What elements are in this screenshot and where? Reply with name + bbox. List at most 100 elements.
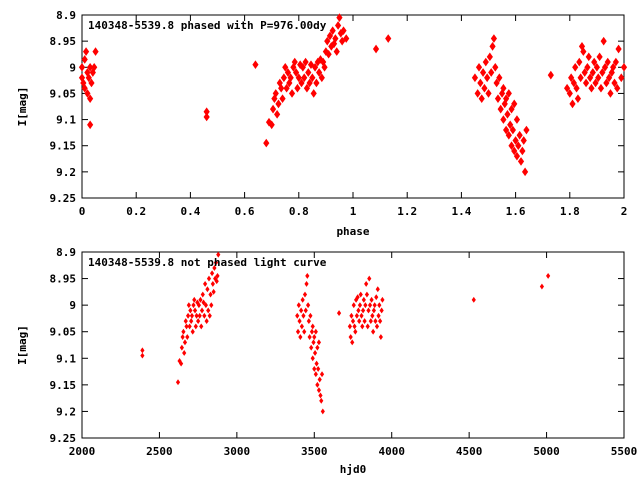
data-point [311,62,319,72]
data-point [192,296,197,303]
data-point [302,57,309,67]
data-point [335,21,342,30]
x-tick-label: 4000 [378,445,405,458]
data-point [275,99,282,109]
data-point [517,157,525,166]
data-point [319,397,324,404]
data-point [364,280,369,287]
data-point [503,125,510,135]
data-point [185,334,190,340]
data-point [488,68,495,77]
data-point [611,78,618,88]
data-point [274,110,281,119]
data-point [380,296,385,303]
y-tick-label: 9 [69,61,76,74]
data-point [252,60,259,69]
data-point [368,318,373,325]
data-point [203,280,208,287]
data-point [85,73,92,83]
data-point [308,312,313,319]
data-point [350,339,355,346]
data-point [305,272,310,279]
data-point [315,381,320,388]
data-point [378,318,383,325]
data-point [521,167,529,177]
data-point [297,318,302,325]
data-point [291,57,298,67]
data-point [211,288,216,295]
data-point [78,62,86,72]
data-point [523,125,530,135]
data-point [329,26,336,36]
data-point [300,296,305,303]
data-point [81,55,88,64]
data-point [606,73,613,83]
data-point [494,94,502,103]
data-point [513,151,521,161]
data-point [193,323,198,330]
x-tick-label: 5000 [533,445,560,458]
data-point [299,323,304,330]
data-point [485,89,492,98]
data-point [359,312,364,319]
unphased-chart-title: 140348-5539.8 not phased light curve [88,256,327,269]
data-point [339,36,346,46]
data-point [349,312,354,319]
data-point [81,83,88,93]
data-point [497,104,504,114]
data-point [280,73,287,83]
data-point [516,130,523,140]
data-point [372,302,377,309]
data-point [566,89,573,98]
data-point [376,312,381,319]
data-point [592,78,599,88]
data-point [336,310,342,317]
data-point [312,365,317,372]
data-point [179,344,184,351]
data-point [292,68,300,77]
y-tick-label: 9.15 [50,140,77,153]
x-tick-label: 2000 [69,445,96,458]
data-point [481,83,488,93]
data-point [508,104,515,114]
phased-chart-title: 140348-5539.8 phased with P=976.00dy [88,19,327,32]
phased-panel: 8.9 8.95 9 9.05 9.1 9.15 9.2 9.25 0 0.2 0.4 0.6 0.8… [16,9,627,238]
data-point [478,94,485,103]
data-point [348,334,353,340]
data-point [197,312,202,319]
data-point [314,360,319,367]
data-point [596,52,603,62]
y-tick-label: 8.95 [50,35,77,48]
x-tick-label: 2500 [146,445,173,458]
data-point [484,73,491,83]
data-point [568,73,575,83]
phased-plot-frame [81,14,625,199]
y-tick-label: 9.05 [50,326,77,339]
data-point [505,130,512,140]
data-point [311,339,316,346]
data-point [216,251,221,258]
data-point [182,339,188,346]
data-point [479,68,487,77]
y-tick-label: 9.05 [50,87,77,100]
data-point [313,371,318,378]
data-point [192,307,198,314]
data-point [295,328,301,335]
data-point [367,302,373,309]
data-point [360,323,365,330]
data-point [206,307,211,314]
data-point [370,312,375,319]
data-point [352,323,357,330]
data-point [307,60,315,69]
data-point [199,323,204,330]
data-point [204,318,209,325]
data-point [361,296,366,303]
data-point [618,73,625,83]
data-point [358,291,363,298]
data-point [595,73,602,83]
unphased-y-axis: 8.9 8.95 9 9.05 9.1 9.15 9.2 9.25 [50,246,624,445]
data-point [295,312,300,319]
data-point [324,36,331,46]
y-tick-label: 9.15 [50,379,77,392]
data-point [207,312,212,319]
